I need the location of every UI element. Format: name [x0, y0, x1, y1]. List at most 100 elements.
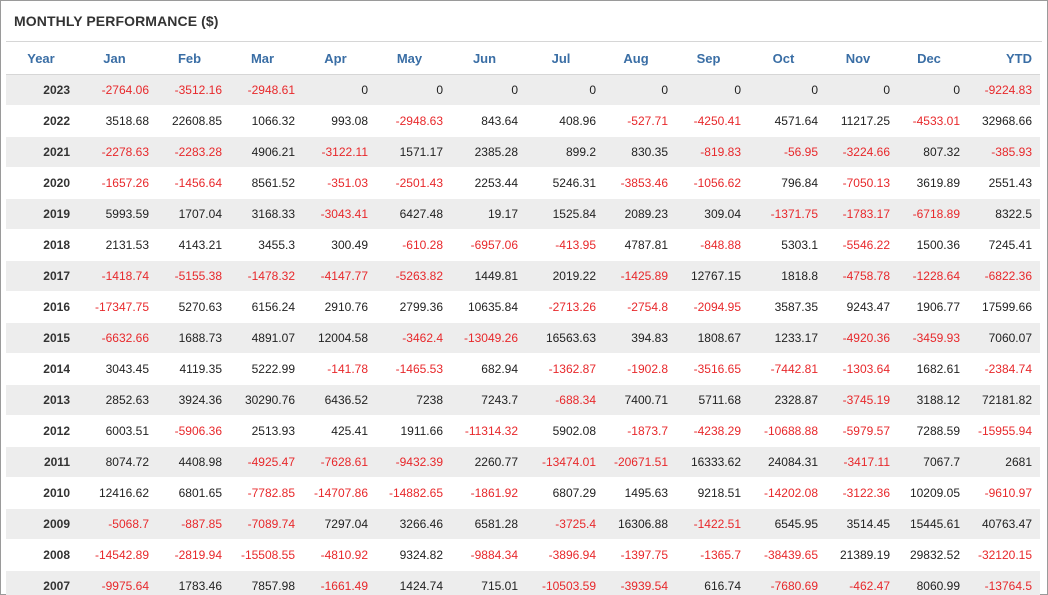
year-cell: 2012	[6, 415, 76, 447]
month-value-cell: 5711.68	[672, 384, 745, 416]
column-header-feb: Feb	[153, 42, 226, 75]
month-value-cell: 1911.66	[372, 415, 447, 447]
ytd-value-cell: -9610.97	[964, 477, 1040, 509]
month-value-cell: 24084.31	[745, 446, 822, 478]
month-value-cell: -38439.65	[745, 539, 822, 571]
month-value-cell: -4238.29	[672, 415, 745, 447]
month-value-cell: 6003.51	[76, 415, 153, 447]
year-cell: 2011	[6, 446, 76, 478]
month-value-cell: -1873.7	[600, 415, 672, 447]
month-value-cell: 7238	[372, 384, 447, 416]
month-value-cell: 6581.28	[447, 508, 522, 540]
month-value-cell: 2328.87	[745, 384, 822, 416]
month-value-cell: 10209.05	[894, 477, 964, 509]
month-value-cell: -10503.59	[522, 570, 600, 595]
month-value-cell: -5979.57	[822, 415, 894, 447]
month-value-cell: 1233.17	[745, 322, 822, 354]
year-cell: 2021	[6, 136, 76, 168]
month-value-cell: 8074.72	[76, 446, 153, 478]
month-value-cell: 0	[894, 74, 964, 106]
month-value-cell: -688.34	[522, 384, 600, 416]
month-value-cell: 1424.74	[372, 570, 447, 595]
month-value-cell: -2948.61	[226, 74, 299, 106]
month-value-cell: -6632.66	[76, 322, 153, 354]
month-value-cell: 0	[299, 74, 372, 106]
ytd-value-cell: 40763.47	[964, 508, 1040, 540]
month-value-cell: 394.83	[600, 322, 672, 354]
month-value-cell: -14542.89	[76, 539, 153, 571]
year-cell: 2018	[6, 229, 76, 261]
month-value-cell: -4758.78	[822, 260, 894, 292]
month-value-cell: 5303.1	[745, 229, 822, 261]
month-value-cell: -4810.92	[299, 539, 372, 571]
table-row: 2008 -14542.89 -2819.94 -15508.55 -4810.92 93…	[6, 539, 1040, 571]
month-value-cell: -413.95	[522, 229, 600, 261]
month-value-cell: 616.74	[672, 570, 745, 595]
month-value-cell: -5068.7	[76, 508, 153, 540]
table-row: 2015 -6632.66 1688.73 4891.07 12004.58 -3462.…	[6, 322, 1040, 354]
month-value-cell: 8060.99	[894, 570, 964, 595]
month-value-cell: -1422.51	[672, 508, 745, 540]
month-value-cell: -14882.65	[372, 477, 447, 509]
year-cell: 2010	[6, 477, 76, 509]
month-value-cell: 21389.19	[822, 539, 894, 571]
month-value-cell: 2910.76	[299, 291, 372, 323]
month-value-cell: 3518.68	[76, 105, 153, 137]
month-value-cell: 7288.59	[894, 415, 964, 447]
table-row: 2022 3518.68 22608.85 1066.32 993.08 -2948.63…	[6, 105, 1040, 137]
month-value-cell: 3266.46	[372, 508, 447, 540]
month-value-cell: 1449.81	[447, 260, 522, 292]
month-value-cell: 0	[600, 74, 672, 106]
month-value-cell: -5155.38	[153, 260, 226, 292]
month-value-cell: 3587.35	[745, 291, 822, 323]
column-header-aug: Aug	[600, 42, 672, 75]
month-value-cell: -1657.26	[76, 167, 153, 199]
month-value-cell: 5222.99	[226, 353, 299, 385]
table-row: 2012 6003.51 -5906.36 2513.93 425.41 1911.66-…	[6, 415, 1040, 447]
month-value-cell: 3619.89	[894, 167, 964, 199]
year-cell: 2019	[6, 198, 76, 230]
month-value-cell: 830.35	[600, 136, 672, 168]
month-value-cell: -351.03	[299, 167, 372, 199]
month-value-cell: -9975.64	[76, 570, 153, 595]
month-value-cell: 6807.29	[522, 477, 600, 509]
table-row: 2016 -17347.75 5270.63 6156.24 2910.76 2799.3…	[6, 291, 1040, 323]
month-value-cell: 16306.88	[600, 508, 672, 540]
table-row: 2013 2852.63 3924.36 30290.76 6436.52 7238 724…	[6, 384, 1040, 416]
month-value-cell: 6427.48	[372, 198, 447, 230]
month-value-cell: 4906.21	[226, 136, 299, 168]
month-value-cell: 1525.84	[522, 198, 600, 230]
month-value-cell: 9324.82	[372, 539, 447, 571]
ytd-value-cell: -13764.5	[964, 570, 1040, 595]
month-value-cell: -13049.26	[447, 322, 522, 354]
ytd-value-cell: 2551.43	[964, 167, 1040, 199]
month-value-cell: -1397.75	[600, 539, 672, 571]
month-value-cell: 4119.35	[153, 353, 226, 385]
month-value-cell: -20671.51	[600, 446, 672, 478]
month-value-cell: 4891.07	[226, 322, 299, 354]
month-value-cell: -7680.69	[745, 570, 822, 595]
month-value-cell: -4920.36	[822, 322, 894, 354]
month-value-cell: 1682.61	[894, 353, 964, 385]
month-value-cell: 6545.95	[745, 508, 822, 540]
ytd-value-cell: -9224.83	[964, 74, 1040, 106]
month-value-cell: 2852.63	[76, 384, 153, 416]
month-value-cell: -10688.88	[745, 415, 822, 447]
month-value-cell: 408.96	[522, 105, 600, 137]
month-value-cell: 0	[745, 74, 822, 106]
month-value-cell: 1495.63	[600, 477, 672, 509]
month-value-cell: -3122.11	[299, 136, 372, 168]
column-header-apr: Apr	[299, 42, 372, 75]
month-value-cell: -3459.93	[894, 322, 964, 354]
month-value-cell: -3896.94	[522, 539, 600, 571]
month-value-cell: -3462.4	[372, 322, 447, 354]
table-row: 2017 -1418.74 -5155.38 -1478.32 -4147.77 -526…	[6, 260, 1040, 292]
year-cell: 2013	[6, 384, 76, 416]
month-value-cell: 3188.12	[894, 384, 964, 416]
month-value-cell: 5246.31	[522, 167, 600, 199]
month-value-cell: -3745.19	[822, 384, 894, 416]
month-value-cell: 0	[522, 74, 600, 106]
month-value-cell: 7297.04	[299, 508, 372, 540]
month-value-cell: -7050.13	[822, 167, 894, 199]
